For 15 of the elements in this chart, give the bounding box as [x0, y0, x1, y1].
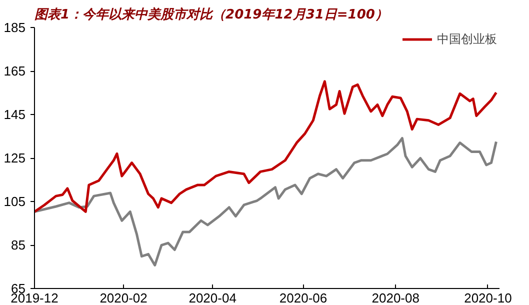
x-tick-label: 2020-02 — [100, 290, 148, 305]
x-tick-label: 2020-10 — [464, 290, 512, 305]
legend-label: 中国创业板 — [437, 30, 497, 48]
y-tick-label: 125 — [4, 150, 26, 166]
line-series — [34, 136, 498, 266]
x-tick-label: 2020-06 — [279, 290, 328, 305]
chart-title: 图表1：今年以来中美股市对比（2019年12月31日=100） — [34, 6, 388, 22]
line-series — [34, 80, 498, 213]
y-tick-label: 85 — [11, 238, 26, 252]
y-tick-label: 105 — [4, 194, 26, 209]
x-tick-label: 2020-08 — [372, 290, 420, 305]
y-tick-label: 185 — [4, 20, 26, 35]
x-tick-label: 2020-04 — [188, 290, 236, 305]
y-tick-label: 145 — [4, 107, 26, 122]
y-tick-label: 165 — [4, 64, 26, 78]
